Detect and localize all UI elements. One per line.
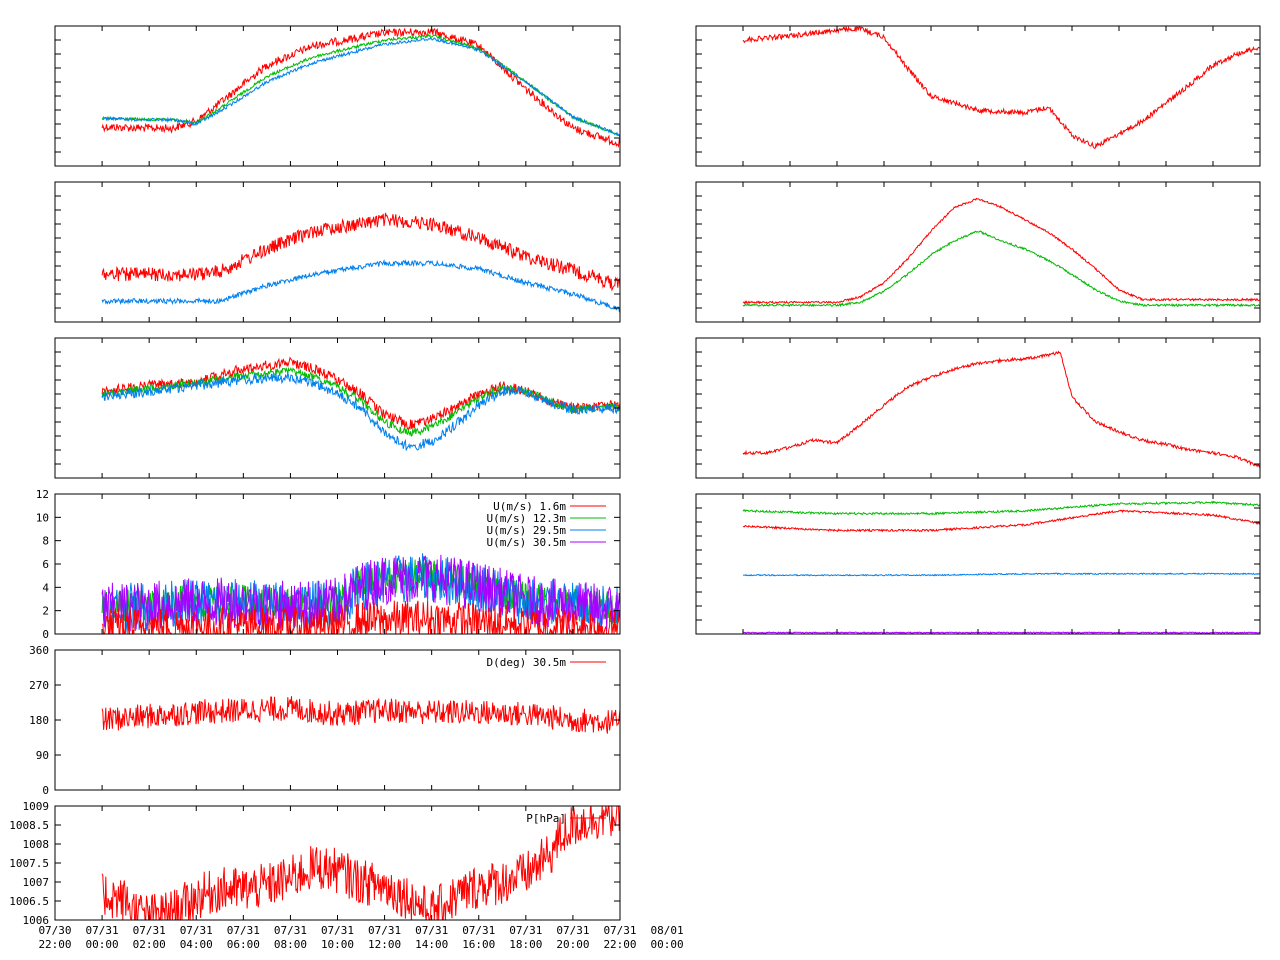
panel-frame: [695, 181, 1261, 323]
series-line-red: [101, 806, 620, 920]
series-group: [742, 350, 1260, 468]
panel-left-2: [54, 181, 621, 323]
series-line-red: [101, 696, 620, 734]
panel-left-1: [54, 25, 621, 167]
series-group: [101, 356, 620, 451]
panel-left-4: 0 2 4 6 8 10 12 U(m/s) 1.6mU(m/s) 12.3mU(m/s) 2…: [36, 488, 621, 641]
y-tick-label: 12: [36, 488, 49, 501]
time-axis-labels: 07/3022:0007/3100:0007/3102:0007/3104:00…: [38, 924, 683, 951]
time-tick-time: 00:00: [651, 938, 684, 951]
time-tick-date: 07/31: [86, 924, 119, 937]
time-tick-date: 07/31: [556, 924, 589, 937]
series-line-green: [742, 230, 1260, 308]
series-group: [101, 696, 620, 734]
panel-right-1: [695, 25, 1261, 167]
series-line-blue: [742, 572, 1260, 577]
y-tick-label: 10: [36, 511, 49, 524]
series-line-blue: [102, 37, 620, 138]
time-tick-time: 22:00: [603, 938, 636, 951]
panel-frame: [54, 337, 621, 479]
series-line-blue: [101, 258, 620, 313]
panels-group: 0 2 4 6 8 10 12 U(m/s) 1.6mU(m/s) 12.3mU(m/s) 2…: [9, 25, 1261, 927]
series-line-red: [101, 27, 620, 148]
series-group: [101, 806, 620, 920]
legend-label: U(m/s) 1.6m: [493, 500, 566, 513]
time-tick-date: 07/31: [133, 924, 166, 937]
y-tick-label: 1007.5: [9, 857, 49, 870]
time-tick-date: 07/31: [509, 924, 542, 937]
series-group: [742, 26, 1260, 149]
time-tick-time: 18:00: [509, 938, 542, 951]
y-tick-label: 1009: [23, 800, 50, 813]
time-tick-time: 20:00: [556, 938, 589, 951]
panel-right-4: [695, 493, 1261, 635]
legend-label: P[hPa]: [526, 812, 566, 825]
series-line-red: [101, 356, 620, 431]
time-tick-time: 00:00: [86, 938, 119, 951]
series-group: [101, 27, 620, 148]
time-tick-date: 07/31: [180, 924, 213, 937]
panel-left-3: [54, 337, 621, 479]
legend-label: U(m/s) 12.3m: [487, 512, 567, 525]
series-line-blue: [101, 372, 620, 451]
time-tick-time: 16:00: [462, 938, 495, 951]
time-tick-time: 12:00: [368, 938, 401, 951]
y-tick-label: 270: [29, 679, 49, 692]
series-line-red: [742, 509, 1260, 533]
panel-left-6: 1006 1006.5 1007 1007.5 1008 1008.5 1009 P[hPa]: [9, 800, 621, 927]
series-group: [742, 500, 1260, 634]
series-line-red: [102, 600, 620, 634]
series-line-red: [742, 197, 1260, 305]
y-tick-label: 90: [36, 749, 49, 762]
time-tick-time: 08:00: [274, 938, 307, 951]
time-tick-date: 07/30: [38, 924, 71, 937]
series-line-green: [742, 500, 1260, 516]
y-tick-label: 1007: [23, 876, 50, 889]
y-tick-label: 6: [42, 558, 49, 571]
series-group: [101, 212, 620, 313]
panel-right-2: [695, 181, 1261, 323]
time-tick-time: 22:00: [38, 938, 71, 951]
y-tick-label: 360: [29, 644, 49, 657]
series-group: [742, 197, 1260, 308]
time-tick-date: 07/31: [227, 924, 260, 937]
panel-frame: [695, 337, 1261, 479]
time-tick-date: 08/01: [651, 924, 684, 937]
panel-left-5: 0 90 180 270 360 D(deg) 30.5m: [29, 644, 621, 797]
time-tick-date: 07/31: [462, 924, 495, 937]
y-tick-label: 2: [42, 605, 49, 618]
legend-label: U(m/s) 29.5m: [487, 524, 567, 537]
time-tick-date: 07/31: [415, 924, 448, 937]
time-tick-time: 04:00: [180, 938, 213, 951]
time-tick-date: 07/31: [603, 924, 636, 937]
y-tick-label: 1006.5: [9, 895, 49, 908]
time-tick-time: 10:00: [321, 938, 354, 951]
series-line-red: [742, 26, 1260, 149]
time-tick-date: 07/31: [321, 924, 354, 937]
series-group: [101, 553, 620, 634]
panel-frame: [695, 493, 1261, 635]
series-line-purple: [742, 631, 1260, 634]
legend-label: D(deg) 30.5m: [487, 656, 567, 669]
series-line-red: [742, 350, 1260, 468]
y-tick-label: 0: [42, 628, 49, 641]
series-line-red: [101, 212, 620, 292]
time-tick-time: 02:00: [133, 938, 166, 951]
y-tick-label: 8: [42, 535, 49, 548]
time-tick-date: 07/31: [368, 924, 401, 937]
legend-label: U(m/s) 30.5m: [487, 536, 567, 549]
panel-right-3: [695, 337, 1261, 479]
y-tick-label: 1008: [23, 838, 50, 851]
y-tick-label: 1006: [23, 914, 50, 927]
y-tick-label: 180: [29, 714, 49, 727]
time-tick-time: 14:00: [415, 938, 448, 951]
panel-frame: [54, 25, 621, 167]
time-tick-time: 06:00: [227, 938, 260, 951]
y-tick-label: 1008.5: [9, 819, 49, 832]
series-line-purple: [101, 554, 620, 632]
y-tick-label: 0: [42, 784, 49, 797]
time-tick-date: 07/31: [274, 924, 307, 937]
y-tick-label: 4: [42, 581, 49, 594]
